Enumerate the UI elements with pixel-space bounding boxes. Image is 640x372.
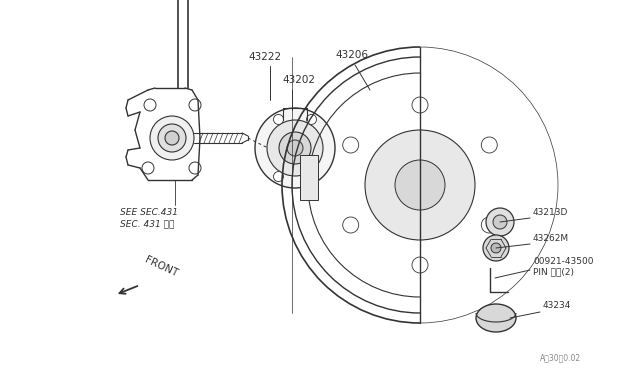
Circle shape [481,137,497,153]
Text: 00921-43500: 00921-43500 [533,257,593,266]
Circle shape [189,99,201,111]
Circle shape [273,171,284,182]
Bar [300,155,318,200]
Text: 43202: 43202 [282,75,315,85]
Circle shape [307,115,317,124]
Ellipse shape [476,304,516,332]
Circle shape [412,97,428,113]
Circle shape [158,124,186,152]
Text: FRONT: FRONT [143,255,179,279]
Circle shape [342,137,358,153]
Circle shape [342,217,358,233]
Text: 43222: 43222 [248,52,281,62]
Circle shape [165,131,179,145]
Circle shape [365,130,475,240]
Text: PIN ピン(2): PIN ピン(2) [533,267,574,276]
Circle shape [279,132,311,164]
Circle shape [150,116,194,160]
Circle shape [493,215,507,229]
Circle shape [307,171,317,182]
Circle shape [255,108,335,188]
Text: A・30・0.02: A・30・0.02 [540,353,581,362]
Circle shape [142,162,154,174]
Circle shape [273,115,284,124]
Circle shape [486,208,514,236]
Circle shape [267,120,323,176]
Circle shape [144,99,156,111]
Circle shape [491,243,501,253]
Text: SEE SEC.431: SEE SEC.431 [120,208,178,217]
Circle shape [412,257,428,273]
Circle shape [287,140,303,156]
Text: 43262M: 43262M [533,234,569,243]
Circle shape [395,160,445,210]
Text: 43213D: 43213D [533,208,568,217]
Circle shape [483,235,509,261]
Text: SEC. 431 参図: SEC. 431 参図 [120,219,174,228]
Circle shape [481,217,497,233]
Text: 43206: 43206 [335,50,368,60]
Circle shape [189,162,201,174]
Text: 43234: 43234 [543,301,572,310]
